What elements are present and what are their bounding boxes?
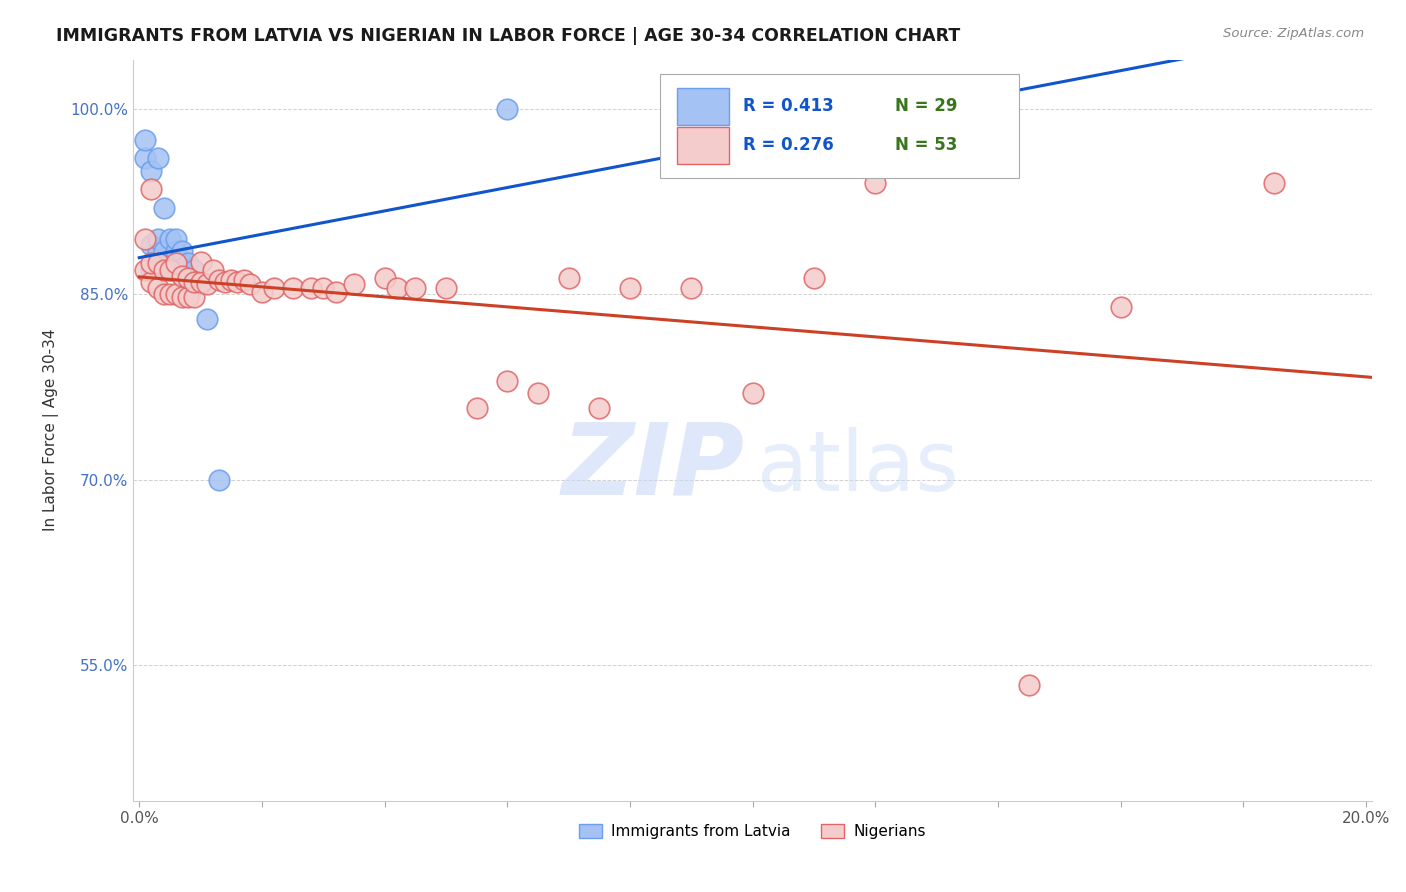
Point [434,281,457,295]
Point [165,256,187,270]
Point [803,271,825,285]
Point [465,401,488,415]
Point [183,275,205,289]
Point [172,290,194,304]
Point [557,271,579,285]
Point [134,232,156,246]
Point [232,272,254,286]
Point [159,232,181,246]
Point [146,281,169,295]
Text: R = 0.413: R = 0.413 [742,96,834,114]
Point [141,256,163,270]
Point [134,262,156,277]
Text: atlas: atlas [756,426,959,508]
Point [165,244,187,258]
FancyBboxPatch shape [678,127,730,164]
Point [134,152,156,166]
Point [741,386,763,401]
Point [190,255,212,269]
Point [1018,678,1040,692]
Point [496,102,519,116]
Point [250,285,273,299]
Point [172,244,194,258]
Point [190,275,212,289]
Point [134,133,156,147]
Point [146,152,169,166]
Point [385,281,408,295]
Point [183,275,205,289]
Point [1109,300,1132,314]
FancyBboxPatch shape [678,87,730,125]
Point [195,312,218,326]
Point [374,271,396,285]
Point [325,285,347,299]
Point [343,277,366,292]
Point [152,262,174,277]
Point [201,262,224,277]
FancyBboxPatch shape [659,74,1019,178]
Point [152,244,174,258]
Point [1263,176,1285,190]
Point [496,374,519,388]
Point [141,262,163,277]
Point [177,271,200,285]
Point [152,262,174,277]
Point [312,281,335,295]
Point [141,238,163,252]
Text: N = 29: N = 29 [896,96,957,114]
Point [165,256,187,270]
Point [865,176,887,190]
Point [159,262,181,277]
Text: N = 53: N = 53 [896,136,957,153]
Y-axis label: In Labor Force | Age 30-34: In Labor Force | Age 30-34 [44,329,59,532]
Point [281,281,304,295]
Point [159,256,181,270]
Point [141,163,163,178]
Point [619,281,641,295]
Point [146,232,169,246]
Point [183,262,205,277]
Text: IMMIGRANTS FROM LATVIA VS NIGERIAN IN LABOR FORCE | AGE 30-34 CORRELATION CHART: IMMIGRANTS FROM LATVIA VS NIGERIAN IN LA… [56,27,960,45]
Point [172,268,194,283]
Text: ZIP: ZIP [562,419,745,516]
Point [146,244,169,258]
Text: Source: ZipAtlas.com: Source: ZipAtlas.com [1223,27,1364,40]
Point [165,232,187,246]
Point [177,256,200,270]
Point [177,268,200,283]
Point [299,281,322,295]
Point [190,277,212,292]
Point [177,290,200,304]
Point [172,268,194,283]
Point [219,272,242,286]
Point [239,277,262,292]
Point [146,256,169,270]
Point [208,272,231,286]
Point [263,281,285,295]
Text: R = 0.276: R = 0.276 [742,136,834,153]
Point [141,275,163,289]
Point [681,281,703,295]
Point [214,275,236,289]
Point [527,386,550,401]
Point [588,401,610,415]
Point [152,201,174,215]
Point [195,277,218,292]
Point [208,473,231,487]
Point [146,256,169,270]
Point [183,290,205,304]
Point [152,287,174,301]
Point [165,287,187,301]
Point [226,275,249,289]
Point [141,182,163,196]
Point [172,256,194,270]
Legend: Immigrants from Latvia, Nigerians: Immigrants from Latvia, Nigerians [574,818,932,845]
Point [404,281,426,295]
Point [159,262,181,277]
Point [159,287,181,301]
